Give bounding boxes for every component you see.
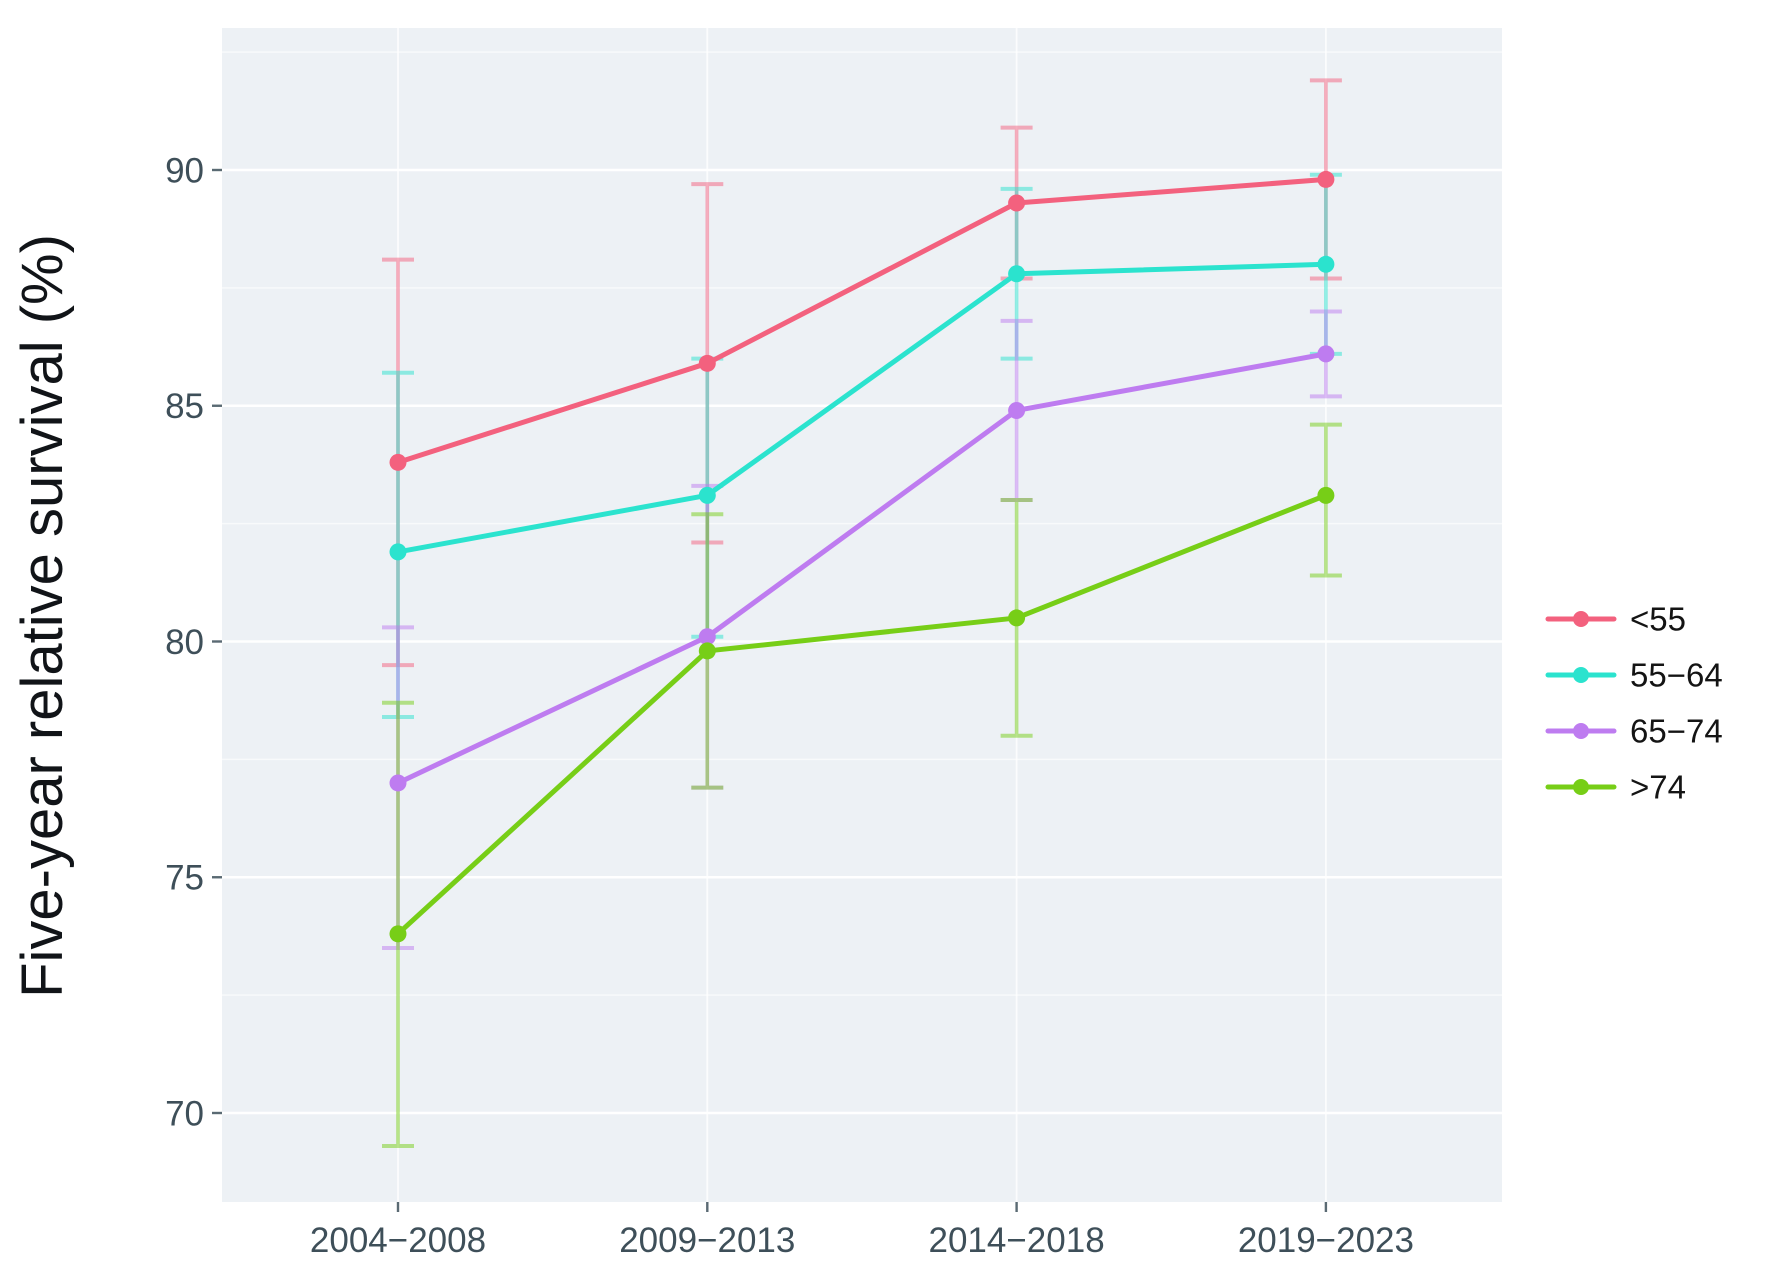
legend-key-point [1573, 611, 1589, 627]
series-lines [395, 176, 1329, 937]
legend-item-label: 55−64 [1630, 657, 1723, 694]
y-tick-label: 70 [165, 1094, 204, 1133]
panel-background [222, 28, 1502, 1202]
data-point [389, 925, 407, 943]
x-axis: 2004−2008 2009−2013 2014−2018 2019−2023 [310, 1202, 1414, 1260]
y-tick-label: 85 [165, 387, 204, 426]
x-tick-label: 2004−2008 [310, 1221, 486, 1260]
y-tick-label: 90 [165, 151, 204, 190]
data-point [698, 354, 716, 372]
data-point [698, 486, 716, 504]
data-point [1317, 255, 1335, 273]
legend-key-point [1573, 667, 1589, 683]
data-point [698, 628, 716, 646]
y-axis: 70 75 80 85 90 [165, 151, 222, 1133]
data-point [698, 642, 716, 660]
legend-item: >74 [1545, 769, 1686, 806]
data-point [389, 543, 407, 561]
data-point [1008, 609, 1026, 627]
x-tick-label: 2014−2018 [929, 1221, 1105, 1260]
legend-key-point [1573, 779, 1589, 795]
data-point [1008, 401, 1026, 419]
data-point [389, 453, 407, 471]
data-point [1008, 194, 1026, 212]
y-tick-label: 80 [165, 623, 204, 662]
data-point [389, 774, 407, 792]
legend-key-point [1573, 723, 1589, 739]
x-tick-label: 2009−2013 [619, 1221, 795, 1260]
legend-item: 65−74 [1545, 713, 1723, 750]
series-line [395, 261, 1329, 555]
legend-item-label: >74 [1630, 769, 1686, 806]
legend-item-label: <55 [1630, 601, 1686, 638]
x-tick-label: 2019−2023 [1238, 1221, 1414, 1260]
legend-item-label: 65−74 [1630, 713, 1723, 750]
legend-item: <55 [1545, 601, 1686, 638]
y-axis-title: Five-year relative survival (%) [10, 234, 75, 998]
y-tick-label: 75 [165, 859, 204, 898]
data-point [1008, 265, 1026, 283]
data-point [1317, 345, 1335, 363]
legend-item: 55−64 [1545, 657, 1723, 694]
legend: <55 55−64 65−74 >74 [1545, 601, 1723, 806]
data-points [389, 170, 1335, 943]
series-line [395, 351, 1329, 786]
data-point [1317, 486, 1335, 504]
series-line [395, 176, 1329, 465]
series-line [395, 492, 1329, 937]
gridlines-major [222, 168, 1502, 1115]
data-point [1317, 170, 1335, 188]
